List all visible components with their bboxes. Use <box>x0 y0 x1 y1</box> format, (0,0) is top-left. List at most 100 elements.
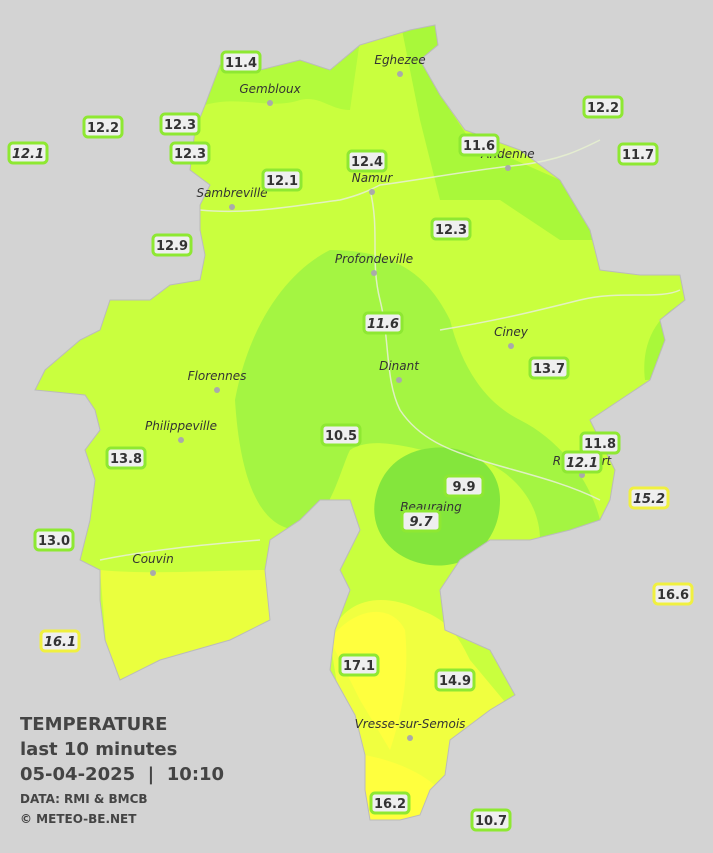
station-box <box>362 311 404 335</box>
legend-source: DATA: RMI & BMCB <box>20 792 148 806</box>
station: 9.7 <box>400 509 442 533</box>
city-name: Profondeville <box>335 252 413 266</box>
station-box <box>39 629 81 653</box>
station: 17.1 <box>338 653 380 677</box>
station: 9.9 <box>443 474 485 498</box>
station-temp: 11.6 <box>367 317 399 332</box>
station-temp: 12.3 <box>164 118 196 133</box>
station-temp: 12.9 <box>156 239 188 254</box>
station-temp: 12.3 <box>435 223 467 238</box>
station-temp: 12.1 <box>566 456 598 471</box>
station: 15.2 <box>628 486 670 510</box>
station: 11.4 <box>220 50 262 74</box>
station-temp: 12.1 <box>12 147 44 162</box>
city-dot <box>508 343 514 349</box>
station-temp: 11.6 <box>463 139 495 154</box>
station-box <box>582 95 624 119</box>
station-temp: 12.4 <box>351 155 383 170</box>
station-box <box>652 582 694 606</box>
station: 12.2 <box>582 95 624 119</box>
city-dot <box>396 377 402 383</box>
station-box <box>33 528 75 552</box>
station-box <box>434 668 476 692</box>
city-dot <box>150 570 156 576</box>
station-temp: 10.5 <box>325 429 357 444</box>
station-box <box>617 142 659 166</box>
legend-datetime: 05-04-2025 | 10:10 <box>20 764 224 785</box>
station-box <box>151 233 193 257</box>
city-dot <box>369 189 375 195</box>
city-name: Vresse-sur-Semois <box>355 717 466 731</box>
city-name: Gembloux <box>239 82 301 96</box>
station: 12.9 <box>151 233 193 257</box>
station: 13.8 <box>105 446 147 470</box>
station-box <box>458 133 500 157</box>
city-name: Namur <box>352 171 394 185</box>
station-temp: 12.2 <box>87 121 119 136</box>
station: 10.5 <box>320 423 362 447</box>
station: 11.7 <box>617 142 659 166</box>
station-temp: 11.4 <box>225 56 257 71</box>
station: 12.1 <box>261 168 303 192</box>
station-box <box>338 653 380 677</box>
station: 12.3 <box>159 112 201 136</box>
station-temp: 12.2 <box>587 101 619 116</box>
city-name: Dinant <box>379 359 420 373</box>
station-box <box>320 423 362 447</box>
station: 11.6 <box>362 311 404 335</box>
city-dot <box>267 100 273 106</box>
city-dot <box>229 204 235 210</box>
station: 11.6 <box>458 133 500 157</box>
station: 10.7 <box>470 808 512 832</box>
station-temp: 13.0 <box>38 534 70 549</box>
station: 12.3 <box>430 217 472 241</box>
station: 12.2 <box>82 115 124 139</box>
station-box <box>220 50 262 74</box>
city-dot <box>407 735 413 741</box>
city-name: Couvin <box>132 552 173 566</box>
station-temp: 12.3 <box>174 147 206 162</box>
station-temp: 16.6 <box>657 588 689 603</box>
legend-copyright: © METEO-BE.NET <box>20 812 137 826</box>
station-temp: 9.7 <box>409 515 433 530</box>
station-temp: 13.7 <box>533 362 565 377</box>
station: 11.8 <box>579 431 621 455</box>
station: 16.2 <box>369 791 411 815</box>
station-temp: 14.9 <box>439 674 471 689</box>
station-temp: 16.1 <box>44 635 76 650</box>
station-box <box>443 474 485 498</box>
city-name: Eghezee <box>374 53 425 67</box>
city-name: Ciney <box>494 325 529 339</box>
station: 13.7 <box>528 356 570 380</box>
city-dot <box>397 71 403 77</box>
station: 14.9 <box>434 668 476 692</box>
station-box <box>470 808 512 832</box>
station-temp: 13.8 <box>110 452 142 467</box>
station: 12.1 <box>561 450 603 474</box>
legend-title: TEMPERATURE <box>20 714 167 735</box>
station-temp: 11.8 <box>584 437 616 452</box>
city-name: Florennes <box>188 369 247 383</box>
station-box <box>628 486 670 510</box>
city-dot <box>178 437 184 443</box>
station-temp: 10.7 <box>475 814 507 829</box>
city-dot <box>505 165 511 171</box>
city-name: Sambreville <box>196 186 267 200</box>
station-box <box>346 149 388 173</box>
station-box <box>169 141 211 165</box>
station-temp: 17.1 <box>343 659 375 674</box>
station-temp: 12.1 <box>266 174 298 189</box>
city-dot <box>214 387 220 393</box>
stations: 11.4 12.2 12.3 12.1 12.3 12.4 12.1 11.6 12.2 11.7… <box>7 50 694 832</box>
rivers <box>99 139 681 561</box>
station-box <box>430 217 472 241</box>
station: 12.3 <box>169 141 211 165</box>
station: 16.1 <box>39 629 81 653</box>
station-temp: 9.9 <box>452 480 475 495</box>
station: 13.0 <box>33 528 75 552</box>
station-box <box>159 112 201 136</box>
station: 12.1 <box>7 141 49 165</box>
station-box <box>400 509 442 533</box>
station-box <box>369 791 411 815</box>
station-box <box>105 446 147 470</box>
